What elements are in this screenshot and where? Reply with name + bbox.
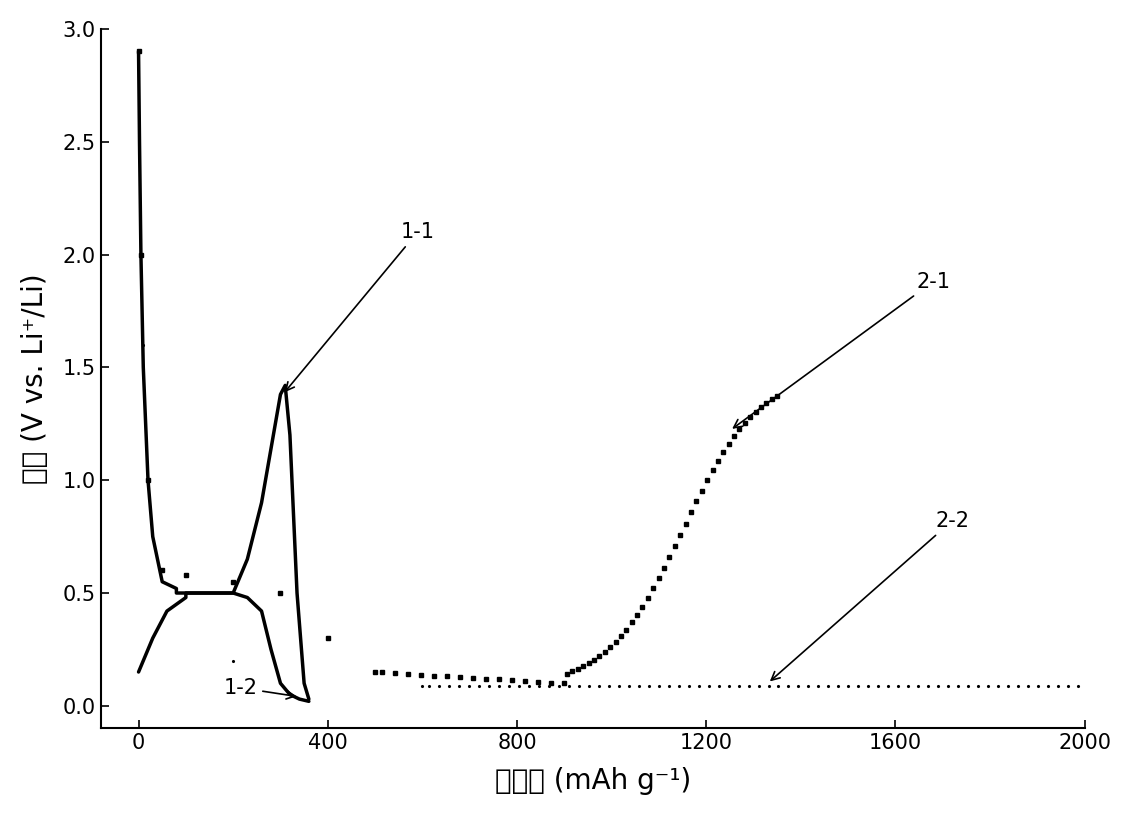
Text: 2-2: 2-2 — [771, 511, 969, 681]
Text: 1-1: 1-1 — [285, 222, 435, 391]
X-axis label: 比容量 (mAh g⁻¹): 比容量 (mAh g⁻¹) — [495, 767, 691, 795]
Text: 1-2: 1-2 — [223, 678, 294, 699]
Y-axis label: 电位 (V vs. Li⁺/Li): 电位 (V vs. Li⁺/Li) — [20, 273, 49, 484]
Text: 2-1: 2-1 — [734, 272, 950, 428]
